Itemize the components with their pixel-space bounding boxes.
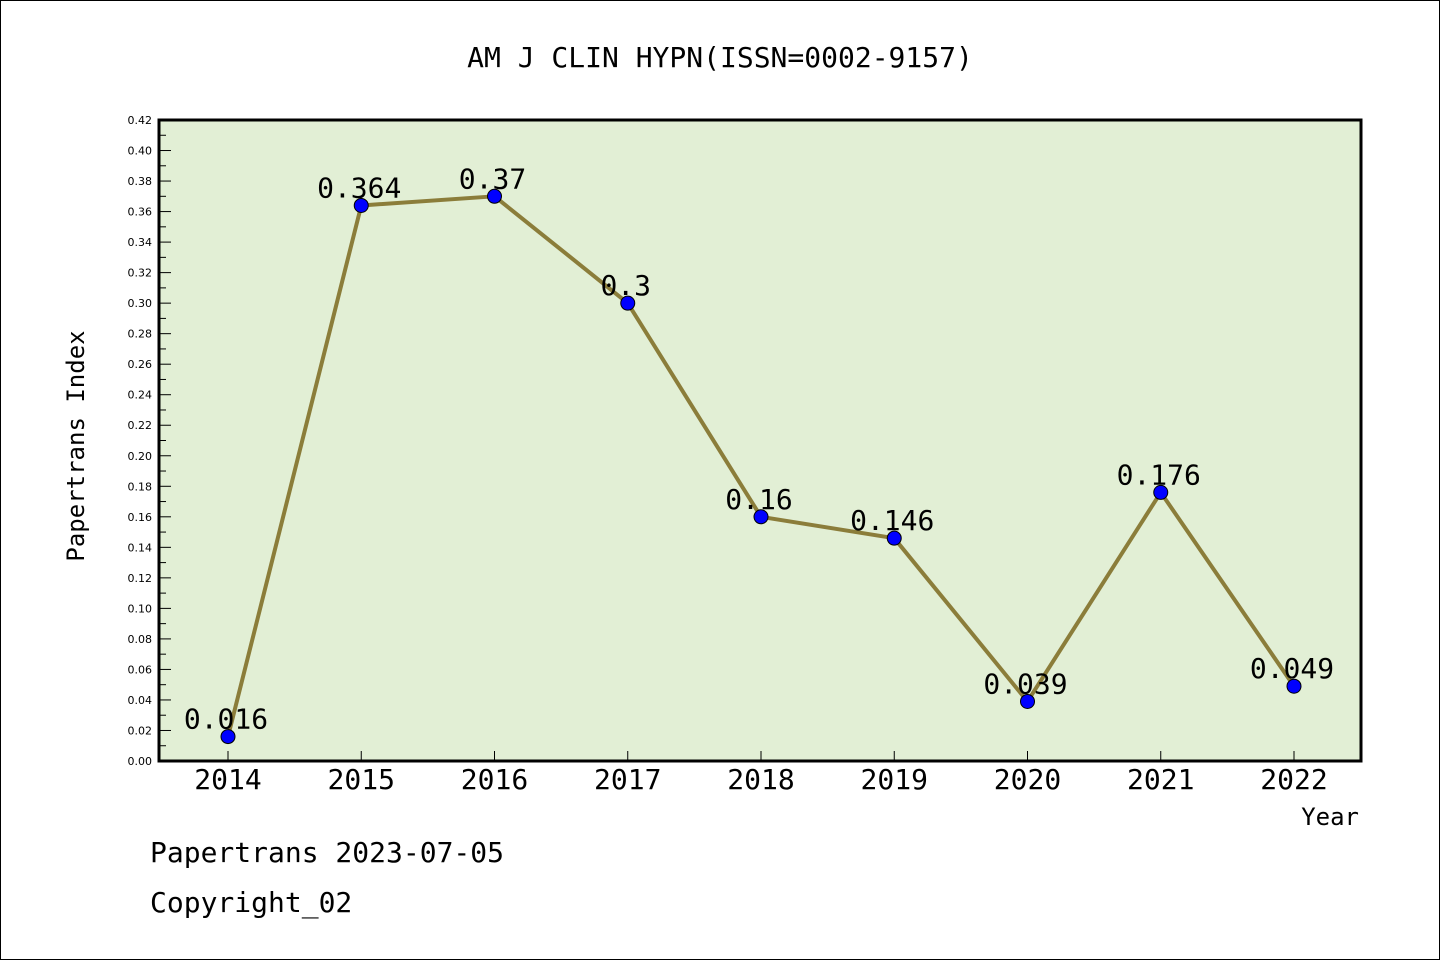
chart-title: AM J CLIN HYPN(ISSN=0002-9157) [467, 41, 973, 74]
x-tick-label: 2017 [594, 763, 661, 796]
y-tick-label: 0.08 [128, 633, 153, 646]
data-label: 0.37 [459, 162, 526, 195]
x-tick-label: 2019 [861, 763, 928, 796]
y-tick-label: 0.06 [128, 663, 153, 676]
y-tick-label: 0.10 [128, 602, 153, 615]
y-tick-label: 0.16 [128, 511, 153, 524]
x-tick-label: 2018 [727, 763, 794, 796]
y-tick-label: 0.00 [128, 755, 153, 768]
series-group [220, 188, 1302, 745]
plot-area [159, 120, 1361, 761]
data-label: 0.16 [725, 483, 792, 516]
data-point [753, 509, 769, 525]
data-label: 0.016 [184, 703, 268, 736]
footer-stamp: Papertrans 2023-07-05 [150, 836, 505, 869]
y-tick-label: 0.42 [128, 114, 153, 127]
y-tick-label: 0.14 [128, 541, 153, 554]
y-tick-label: 0.20 [128, 450, 153, 463]
footer-copyright: Copyright_02 [150, 886, 353, 919]
y-tick-label: 0.30 [128, 297, 153, 310]
x-tick-label: 2021 [1127, 763, 1194, 796]
data-labels: 0.016 0.364 0.37 0.3 0.16 0.146 0.039 0.176 0.04… [184, 162, 1334, 735]
y-tick-label: 0.02 [128, 724, 153, 737]
y-tick-label: 0.24 [128, 389, 153, 402]
data-point [487, 188, 502, 204]
plot-border [157, 118, 1363, 763]
data-label: 0.146 [850, 504, 934, 537]
x-tick-label: 2020 [994, 763, 1061, 796]
x-tick-label: 2022 [1260, 763, 1327, 796]
y-tick-label: 0.40 [128, 145, 153, 158]
data-point [620, 295, 636, 311]
y-tick-label: 0.28 [128, 328, 153, 341]
data-point [220, 729, 236, 745]
y-tick-label: 0.38 [128, 175, 153, 188]
y-axis: 0.00 0.02 0.04 0.06 0.08 0.10 0.12 0.14 0.16 0.18… [128, 114, 171, 768]
y-tick-label: 0.26 [128, 358, 153, 371]
y-axis-label: Papertrans Index [62, 330, 90, 561]
data-point [353, 197, 369, 213]
data-point [1286, 678, 1302, 694]
x-axis-label: Year [1301, 803, 1359, 831]
y-tick-label: 0.12 [128, 572, 153, 585]
data-label: 0.176 [1117, 458, 1201, 491]
x-tick-label: 2016 [461, 763, 528, 796]
y-tick-label: 0.18 [128, 480, 153, 493]
data-label: 0.3 [600, 269, 651, 302]
y-tick-label: 0.32 [128, 267, 153, 280]
x-tick-label: 2015 [328, 763, 395, 796]
x-axis: 2014 2015 2016 2017 2018 2019 2020 2021 2022 [194, 751, 1328, 796]
data-label: 0.049 [1250, 652, 1334, 685]
y-tick-label: 0.36 [128, 206, 153, 219]
y-tick-label: 0.22 [128, 419, 153, 432]
data-label: 0.364 [317, 171, 401, 204]
y-tick-label: 0.04 [128, 694, 153, 707]
data-label: 0.039 [983, 667, 1067, 700]
y-tick-label: 0.34 [128, 236, 153, 249]
x-tick-label: 2014 [194, 763, 261, 796]
data-point [1153, 484, 1169, 500]
data-point [1020, 693, 1035, 709]
data-point [886, 530, 902, 546]
